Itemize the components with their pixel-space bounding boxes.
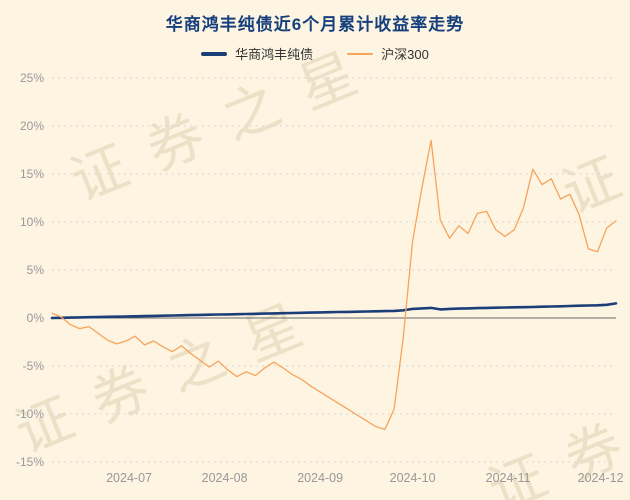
y-axis-tick-label: 5% (27, 263, 45, 277)
y-axis-tick-label: -5% (23, 359, 45, 373)
x-axis-tick-label: 2024-08 (202, 471, 248, 485)
fund-line-swatch (201, 51, 228, 56)
y-axis-tick-label: 15% (20, 167, 44, 181)
x-axis-tick-label: 2024-09 (297, 471, 343, 485)
y-axis-tick-label: 25% (20, 71, 44, 85)
index-line-swatch (347, 52, 374, 55)
x-axis-tick-label: 2024-11 (486, 471, 531, 485)
y-axis-tick-label: -10% (16, 407, 44, 421)
legend-item-fund[interactable]: 华商鸿丰纯债 (201, 44, 313, 63)
y-axis-tick-label: 20% (20, 119, 44, 133)
series-line-fund (50, 302, 618, 320)
x-axis-tick-label: 2024-10 (390, 471, 436, 485)
legend-item-index[interactable]: 沪深300 (347, 44, 429, 63)
series-line-index (51, 139, 617, 431)
y-axis-tick-label: 10% (20, 215, 44, 229)
y-axis-tick-label: -15% (16, 455, 44, 469)
legend-label-index: 沪深300 (381, 47, 429, 62)
y-axis-tick-label: 0% (27, 311, 45, 325)
x-axis-tick-label: 2024-07 (106, 471, 152, 485)
chart-legend: 华商鸿丰纯债 沪深300 (0, 44, 630, 63)
legend-label-fund: 华商鸿丰纯债 (235, 47, 314, 62)
chart-title: 华商鸿丰纯债近6个月累计收益率走势 (165, 15, 465, 34)
x-axis-tick-label: 2024-12 (578, 471, 624, 485)
